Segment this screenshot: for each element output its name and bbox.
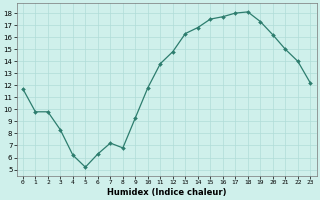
- X-axis label: Humidex (Indice chaleur): Humidex (Indice chaleur): [107, 188, 226, 197]
